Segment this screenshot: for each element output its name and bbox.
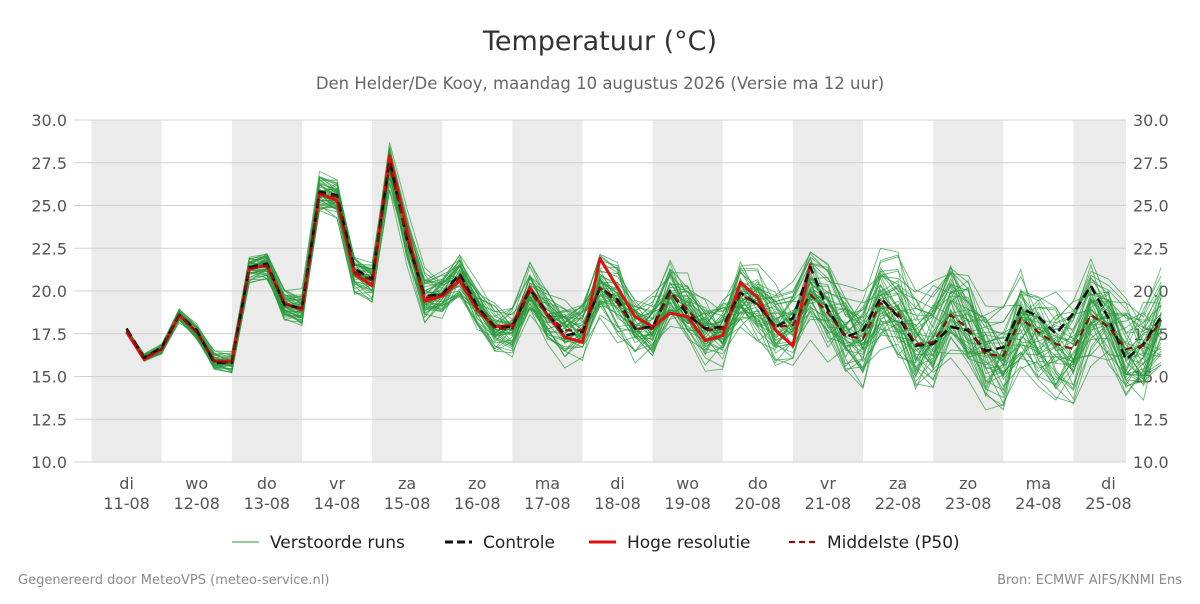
x-tick-date: 21-08	[805, 494, 852, 513]
x-tick-date: 17-08	[524, 494, 571, 513]
y-tick-label: 20.0	[1133, 282, 1169, 301]
legend: Verstoorde runs Controle Hoge resolutie Mid…	[232, 533, 960, 553]
ensemble-line	[126, 171, 1162, 380]
x-tick-date: 25-08	[1085, 494, 1132, 513]
x-tick-day: zo	[468, 474, 486, 493]
y-tick-label: 15.0	[31, 368, 67, 387]
x-tick-day: za	[889, 474, 907, 493]
x-tick-date: 11-08	[103, 494, 150, 513]
ensemble-line	[126, 166, 1162, 407]
x-tick-day: di	[119, 474, 134, 493]
y-axis-left: 10.0 12.5 15.0 17.5 20.0 22.5 25.0 27.5 30.0	[31, 111, 67, 472]
x-tick-day: di	[1101, 474, 1116, 493]
y-tick-label: 10.0	[1133, 453, 1169, 472]
y-tick-label: 22.5	[1133, 239, 1169, 258]
x-tick-day: wo	[185, 474, 208, 493]
y-tick-label: 27.5	[31, 154, 67, 173]
y-tick-label: 20.0	[31, 282, 67, 301]
x-tick-date: 13-08	[244, 494, 291, 513]
x-tick-date: 14-08	[314, 494, 361, 513]
ensemble-line	[126, 167, 1162, 387]
x-tick-day: do	[257, 474, 277, 493]
x-tick-day: vr	[820, 474, 836, 493]
x-tick-date: 24-08	[1015, 494, 1062, 513]
legend-label: Controle	[483, 533, 555, 553]
x-tick-date: 15-08	[384, 494, 431, 513]
ensemble-line	[126, 169, 1162, 387]
x-tick-day: za	[398, 474, 416, 493]
legend-label: Hoge resolutie	[627, 533, 751, 553]
y-tick-label: 22.5	[31, 239, 67, 258]
x-tick-day: wo	[676, 474, 699, 493]
legend-label: Middelste (P50)	[827, 533, 960, 553]
ensemble-line	[126, 177, 1162, 373]
y-tick-label: 17.5	[31, 325, 67, 344]
y-tick-label: 30.0	[31, 111, 67, 130]
chart-subtitle: Den Helder/De Kooy, maandag 10 augustus …	[316, 74, 884, 93]
x-tick-day: ma	[1026, 474, 1051, 493]
x-tick-date: 18-08	[594, 494, 641, 513]
y-tick-label: 25.0	[31, 197, 67, 216]
x-tick-date: 12-08	[173, 494, 220, 513]
x-tick-day: ma	[535, 474, 560, 493]
y-tick-label: 30.0	[1133, 111, 1169, 130]
y-tick-label: 25.0	[1133, 197, 1169, 216]
ensemble-line	[126, 146, 1162, 360]
y-tick-label: 10.0	[31, 453, 67, 472]
x-tick-date: 16-08	[454, 494, 501, 513]
ensemble-line	[126, 169, 1162, 411]
ensemble-line	[126, 163, 1162, 390]
y-axis-right: 10.012.515.017.520.022.525.027.530.0	[1133, 111, 1169, 472]
ensemble-line	[126, 182, 1162, 371]
x-tick-date: 19-08	[664, 494, 711, 513]
y-tick-label: 27.5	[1133, 154, 1169, 173]
y-tick-label: 12.5	[1133, 410, 1169, 429]
x-tick-day: zo	[959, 474, 977, 493]
x-tick-date: 23-08	[945, 494, 992, 513]
x-tick-date: 22-08	[875, 494, 922, 513]
x-tick-date: 20-08	[735, 494, 782, 513]
x-tick-day: do	[748, 474, 768, 493]
y-tick-label: 12.5	[31, 410, 67, 429]
x-axis: di11-08wo12-08do13-08vr14-08za15-08zo16-…	[103, 474, 1131, 513]
main-series	[125, 154, 1163, 365]
x-tick-day: di	[610, 474, 625, 493]
series-line-middelste-p50	[125, 163, 1163, 364]
x-tick-day: vr	[329, 474, 345, 493]
ensemble-line	[126, 151, 1162, 381]
footer-source: Bron: ECMWF AIFS/KNMI Ens	[997, 573, 1182, 588]
legend-label: Verstoorde runs	[270, 533, 405, 553]
ensemble-line	[126, 189, 1162, 386]
chart-title: Temperatuur (°C)	[482, 26, 717, 57]
footer-generator: Gegenereerd door MeteoVPS (meteo-service…	[18, 573, 330, 588]
